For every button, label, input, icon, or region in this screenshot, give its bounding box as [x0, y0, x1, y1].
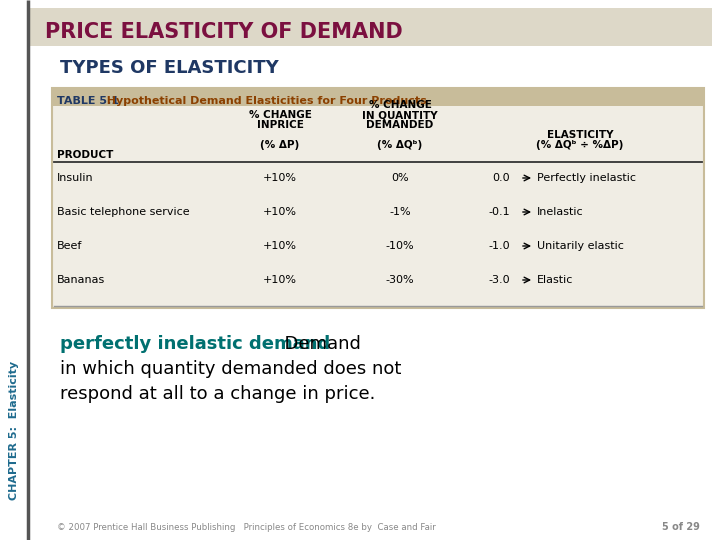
Text: 5 of 29: 5 of 29	[662, 522, 700, 532]
Text: +10%: +10%	[263, 207, 297, 217]
Text: IN QUANTITY: IN QUANTITY	[362, 110, 438, 120]
Text: +10%: +10%	[263, 275, 297, 285]
Text: Hypothetical Demand Elasticities for Four Products: Hypothetical Demand Elasticities for Fou…	[99, 96, 427, 106]
Text: -30%: -30%	[386, 275, 414, 285]
Text: -10%: -10%	[386, 241, 414, 251]
Text: PRICE ELASTICITY OF DEMAND: PRICE ELASTICITY OF DEMAND	[45, 22, 402, 42]
Text: 0%: 0%	[391, 173, 409, 183]
Text: perfectly inelastic demand: perfectly inelastic demand	[60, 335, 330, 353]
Text: -3.0: -3.0	[488, 275, 510, 285]
Text: Perfectly inelastic: Perfectly inelastic	[537, 173, 636, 183]
Text: DEMANDED: DEMANDED	[366, 120, 433, 130]
Text: Unitarily elastic: Unitarily elastic	[537, 241, 624, 251]
Text: INPRICE: INPRICE	[256, 120, 303, 130]
Text: Elastic: Elastic	[537, 275, 573, 285]
Text: % CHANGE: % CHANGE	[369, 100, 431, 110]
Text: (% ΔP): (% ΔP)	[261, 140, 300, 150]
Text: 0.0: 0.0	[492, 173, 510, 183]
Text: Insulin: Insulin	[57, 173, 94, 183]
Text: (% ΔQᵇ ÷ %ΔP): (% ΔQᵇ ÷ %ΔP)	[536, 140, 624, 150]
Text: © 2007 Prentice Hall Business Publishing   Principles of Economics 8e by  Case a: © 2007 Prentice Hall Business Publishing…	[57, 523, 436, 532]
Text: in which quantity demanded does not: in which quantity demanded does not	[60, 360, 401, 378]
Text: Bananas: Bananas	[57, 275, 105, 285]
Text: Beef: Beef	[57, 241, 82, 251]
Text: -1.0: -1.0	[488, 241, 510, 251]
Text: -0.1: -0.1	[488, 207, 510, 217]
Text: TABLE 5.1: TABLE 5.1	[57, 96, 119, 106]
Text: % CHANGE: % CHANGE	[248, 110, 312, 120]
Text: ELASTICITY: ELASTICITY	[546, 130, 613, 140]
Text: Inelastic: Inelastic	[537, 207, 584, 217]
Bar	[52, 88, 704, 106]
Text: PRODUCT: PRODUCT	[57, 150, 113, 160]
Text: Basic telephone service: Basic telephone service	[57, 207, 189, 217]
Text: +10%: +10%	[263, 173, 297, 183]
Text: (% ΔQᵇ): (% ΔQᵇ)	[377, 140, 423, 150]
Text: +10%: +10%	[263, 241, 297, 251]
Bar	[28, 8, 712, 46]
Bar	[52, 88, 704, 308]
Text: Demand: Demand	[273, 335, 361, 353]
Text: TYPES OF ELASTICITY: TYPES OF ELASTICITY	[60, 59, 279, 77]
Text: CHAPTER 5:  Elasticity: CHAPTER 5: Elasticity	[9, 360, 19, 500]
Text: -1%: -1%	[390, 207, 411, 217]
Text: respond at all to a change in price.: respond at all to a change in price.	[60, 385, 375, 403]
